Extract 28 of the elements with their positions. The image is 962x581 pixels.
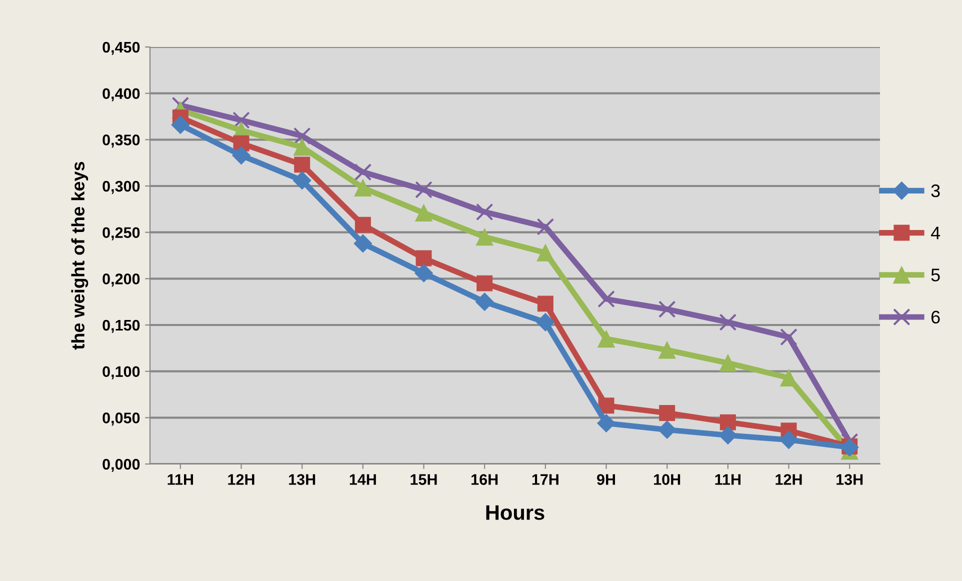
y-tick-label: 0,400 <box>102 88 140 102</box>
legend-label: 6 <box>931 310 940 324</box>
x-tick-label: 9H <box>597 474 615 485</box>
y-tick-label: 0,250 <box>102 227 140 240</box>
x-tick-label: 15H <box>410 474 437 485</box>
y-tick-label: 0,000 <box>102 458 140 472</box>
legend-label: 4 <box>930 226 940 240</box>
x-tick-label: 14H <box>350 474 376 485</box>
legend-label: 5 <box>931 268 940 282</box>
x-tick-label: 10H <box>654 474 680 485</box>
y-tick-label: 0,300 <box>102 180 140 194</box>
y-tick-label: 0,450 <box>102 42 140 55</box>
y-tick-label: 0,100 <box>102 366 140 380</box>
x-tick-label: 11H <box>715 474 740 485</box>
y-tick-label: 0,050 <box>102 412 140 426</box>
x-tick-label: 13H <box>289 474 316 485</box>
x-tick-label: 11H <box>168 474 193 485</box>
y-tick-label: 0,200 <box>102 274 140 287</box>
y-tick-label: 0,150 <box>102 320 140 333</box>
y-tick-label: 0,350 <box>102 134 140 148</box>
x-axis-title: Hours <box>486 505 544 520</box>
y-axis-title: the weight of the keys <box>71 162 88 350</box>
x-tick-label: 13H <box>836 474 863 485</box>
x-tick-label: 12H <box>228 474 254 485</box>
legend-label: 3 <box>931 184 940 198</box>
x-tick-label: 17H <box>532 474 558 485</box>
x-tick-label: 16H <box>472 474 498 485</box>
x-tick-label: 12H <box>776 474 802 485</box>
